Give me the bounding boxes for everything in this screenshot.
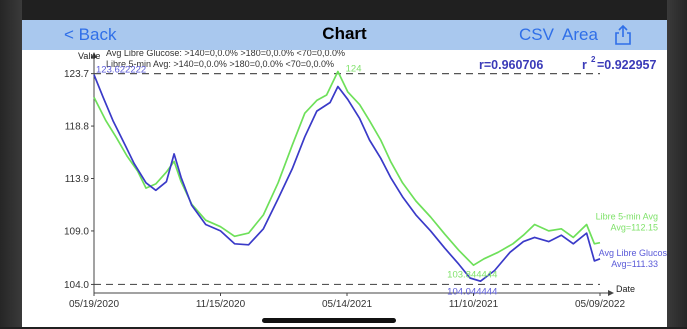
- page-title: Chart: [322, 24, 367, 43]
- r-value-label: r=0.960706: [479, 58, 543, 72]
- x-tick-label: 11/10/2021: [449, 299, 499, 310]
- y-tick-label: 123.7: [64, 69, 89, 80]
- legend-line: Avg Libre Glucose: >140=0,0.0% >180=0,0.…: [106, 50, 345, 58]
- glucose-chart: Value Date 104.0 109.0 113.9 118.8 123.7 05/19/…: [64, 50, 667, 310]
- back-button[interactable]: < Back: [64, 25, 117, 44]
- series-end-label: Libre 5-min Avg: [596, 212, 658, 222]
- x-tick-label: 11/15/2020: [196, 299, 246, 310]
- app-screen: < Back Chart CSV Area Value Date 104.0 109.…: [22, 20, 667, 327]
- series-end-label: Avg Libre Glucos: [599, 248, 667, 258]
- navigation-bar: < Back Chart CSV Area: [22, 20, 667, 50]
- area-button[interactable]: Area: [562, 25, 598, 44]
- series-end-average: Avg=112.15: [611, 223, 658, 233]
- y-tick-label: 104.0: [64, 280, 89, 291]
- series-line-avg-libre-glucose: [93, 74, 601, 283]
- home-indicator[interactable]: [262, 318, 396, 323]
- y-tick-label: 109.0: [64, 226, 89, 237]
- device-frame-left: [0, 0, 22, 329]
- max-value-label: 123.622222: [96, 65, 146, 76]
- r-squared-value: =0.922957: [597, 58, 656, 72]
- min-value-label-green: 103.844444: [447, 269, 497, 280]
- max-value-label-green: 124: [346, 63, 362, 74]
- series-line-libre-5min-avg: [93, 70, 601, 267]
- device-frame-bottom: [0, 327, 687, 329]
- share-icon: [615, 24, 631, 45]
- x-tick-label: 05/09/2022: [575, 299, 625, 310]
- csv-button[interactable]: CSV: [519, 25, 554, 44]
- x-axis-arrow: [608, 290, 614, 296]
- y-axis-label: Value: [78, 51, 100, 61]
- device-frame-top: [0, 0, 687, 20]
- x-axis-label: Date: [616, 284, 635, 294]
- y-tick-label: 113.9: [65, 174, 90, 185]
- share-button[interactable]: [612, 24, 634, 46]
- r-squared-r: r: [582, 58, 587, 72]
- device-frame-right: [667, 0, 687, 329]
- y-axis-arrow: [91, 52, 97, 58]
- y-tick-label: 118.8: [65, 122, 90, 133]
- x-tick-label: 05/19/2020: [69, 299, 119, 310]
- r-squared-exponent: 2: [591, 55, 596, 64]
- legend-line: Libre 5-min Avg: >140=0,0.0% >180=0,0.0%…: [106, 59, 334, 69]
- series-end-average: Avg=111.33: [611, 259, 658, 269]
- x-tick-label: 05/14/2021: [322, 299, 372, 310]
- min-value-label: 104.044444: [447, 286, 497, 297]
